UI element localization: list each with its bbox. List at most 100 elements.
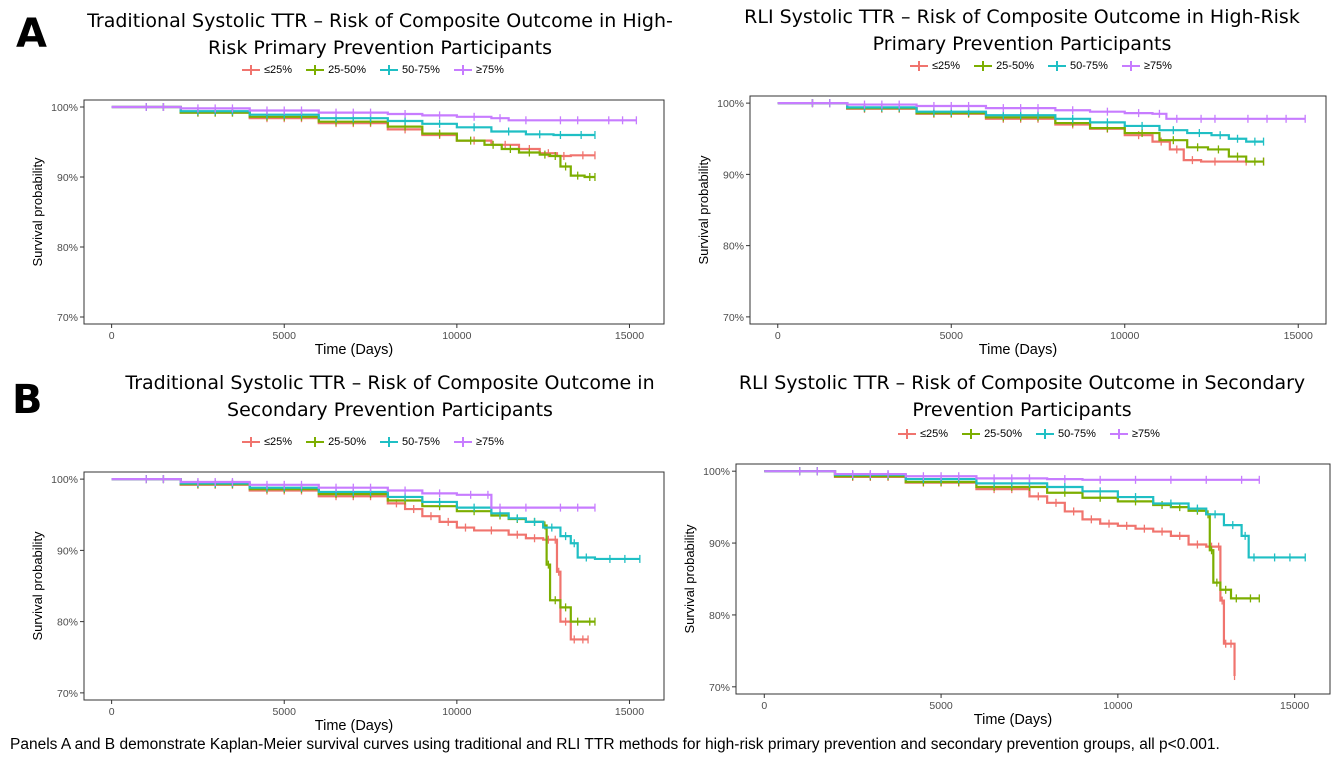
- x-tick-label: 10000: [1110, 330, 1139, 342]
- y-axis-label: Survival probability: [30, 531, 45, 641]
- x-axis-label: Time (Days): [315, 342, 393, 358]
- censor-marks-ge75: [145, 475, 596, 512]
- legend-swatch: [962, 429, 981, 439]
- y-tick-label: 90%: [57, 545, 78, 557]
- series-line-ge75: [111, 478, 595, 509]
- series-line-p50_75: [777, 102, 1264, 143]
- legend-item-p25_50: 25-50%: [306, 436, 366, 448]
- x-tick-label: 0: [109, 330, 115, 342]
- y-axis-label: Survival probability: [682, 524, 697, 634]
- chart-2-title: RLI Systolic TTR – Risk of Composite Out…: [712, 4, 1332, 58]
- legend-swatch: [974, 61, 993, 71]
- legend-swatch: [1121, 61, 1140, 71]
- legend-swatch: [306, 437, 325, 447]
- figure-caption: Panels A and B demonstrate Kaplan-Meier …: [10, 736, 1220, 753]
- legend-label: 50-75%: [1057, 428, 1096, 440]
- chart-3-legend: ≤25% 25-50% 50-75% ≥75%: [242, 436, 504, 448]
- x-tick-label: 15000: [1280, 700, 1309, 712]
- legend-label: ≤25%: [264, 436, 293, 448]
- legend-item-le25: ≤25%: [242, 64, 292, 76]
- legend-label: ≥75%: [475, 436, 504, 448]
- y-tick-label: 70%: [57, 312, 78, 324]
- legend-item-p50_75: 50-75%: [379, 436, 440, 448]
- legend-label: ≥75%: [1143, 60, 1172, 72]
- x-tick-label: 0: [109, 706, 115, 718]
- series-line-ge75: [111, 105, 637, 122]
- chart-4-title-line2: Prevention Participants: [912, 399, 1132, 421]
- legend-label: 50-75%: [1069, 60, 1108, 72]
- series-line-le25: [764, 470, 1236, 677]
- x-tick-label: 15000: [615, 706, 644, 718]
- series-line-ge75: [777, 102, 1306, 120]
- legend-item-p25_50: 25-50%: [306, 64, 366, 76]
- x-tick-label: 5000: [929, 700, 953, 712]
- legend-item-ge75: ≥75%: [453, 64, 504, 76]
- legend-item-le25: ≤25%: [910, 60, 960, 72]
- legend-label: ≤25%: [920, 428, 949, 440]
- legend-label: ≤25%: [932, 60, 961, 72]
- legend-label: ≥75%: [1131, 428, 1160, 440]
- x-tick-label: 0: [775, 330, 781, 342]
- chart-4-legend: ≤25% 25-50% 50-75% ≥75%: [898, 428, 1160, 440]
- x-tick-label: 5000: [273, 706, 297, 718]
- legend-label: ≤25%: [264, 64, 293, 76]
- y-tick-label: 80%: [57, 242, 78, 254]
- y-tick-label: 70%: [723, 312, 744, 324]
- y-tick-label: 100%: [717, 98, 744, 110]
- chart-3-plot: 100% 90% 80% 70% 0 5000 10000 15000 Time (Days) S…: [30, 471, 665, 734]
- x-tick-label: 10000: [1103, 700, 1132, 712]
- chart-3-title-line2: Secondary Prevention Participants: [227, 399, 553, 421]
- y-tick-label: 80%: [723, 241, 744, 253]
- legend-label: 25-50%: [984, 428, 1022, 440]
- x-tick-label: 15000: [1284, 330, 1313, 342]
- censor-marks-ge75: [811, 99, 1306, 123]
- legend-swatch: [898, 429, 916, 439]
- legend-label: ≥75%: [475, 64, 504, 76]
- x-tick-label: 15000: [615, 330, 644, 342]
- legend-item-le25: ≤25%: [242, 436, 292, 448]
- y-tick-label: 90%: [709, 538, 730, 550]
- panel-label-b: B: [12, 377, 43, 423]
- x-tick-label: 0: [761, 700, 767, 712]
- y-tick-label: 70%: [57, 688, 78, 700]
- censor-marks-ge75: [798, 467, 1260, 484]
- legend-label: 25-50%: [328, 64, 366, 76]
- legend-item-ge75: ≥75%: [1109, 428, 1160, 440]
- chart-3-title-line1: Traditional Systolic TTR – Risk of Compo…: [125, 372, 655, 394]
- y-tick-label: 80%: [57, 617, 78, 629]
- legend-swatch: [453, 437, 472, 447]
- chart-4-title: RLI Systolic TTR – Risk of Composite Out…: [712, 370, 1332, 424]
- legend-swatch: [306, 65, 325, 75]
- series-line-p50_75: [764, 470, 1306, 559]
- chart-3-title: Traditional Systolic TTR – Risk of Compo…: [70, 370, 710, 424]
- legend-label: 50-75%: [401, 436, 440, 448]
- legend-label: 25-50%: [328, 436, 366, 448]
- x-tick-label: 10000: [442, 330, 471, 342]
- chart-4-plot: 100% 90% 80% 70% 0 5000 10000 15000 Time (Days) S…: [682, 463, 1331, 728]
- legend-item-le25: ≤25%: [898, 428, 948, 440]
- panel-label-a: A: [16, 11, 47, 57]
- legend-swatch: [379, 437, 398, 447]
- chart-1-title-line2: Risk Primary Prevention Participants: [207, 37, 553, 59]
- y-axis-label: Survival probability: [696, 155, 711, 265]
- x-tick-label: 5000: [273, 330, 297, 342]
- chart-1-title-line1: Traditional Systolic TTR – Risk of Compo…: [87, 10, 673, 32]
- y-tick-label: 100%: [703, 466, 730, 478]
- y-tick-label: 90%: [723, 169, 744, 181]
- y-tick-label: 70%: [709, 682, 730, 694]
- legend-item-p25_50: 25-50%: [974, 60, 1034, 72]
- legend-label: 25-50%: [996, 60, 1034, 72]
- chart-1-title: Traditional Systolic TTR – Risk of Compo…: [60, 8, 700, 62]
- y-tick-label: 100%: [51, 474, 78, 486]
- legend-item-ge75: ≥75%: [453, 436, 504, 448]
- x-tick-label: 5000: [940, 330, 964, 342]
- legend-item-ge75: ≥75%: [1121, 60, 1172, 72]
- legend-swatch: [1035, 429, 1054, 439]
- chart-2-title-line1: RLI Systolic TTR – Risk of Composite Out…: [744, 6, 1300, 28]
- chart-1-legend: ≤25% 25-50% 50-75% ≥75%: [242, 64, 504, 76]
- legend-swatch: [1109, 429, 1128, 439]
- x-axis-label: Time (Days): [974, 712, 1052, 728]
- legend-item-p50_75: 50-75%: [1035, 428, 1096, 440]
- y-axis-label: Survival probability: [30, 157, 45, 267]
- legend-label: 50-75%: [401, 64, 440, 76]
